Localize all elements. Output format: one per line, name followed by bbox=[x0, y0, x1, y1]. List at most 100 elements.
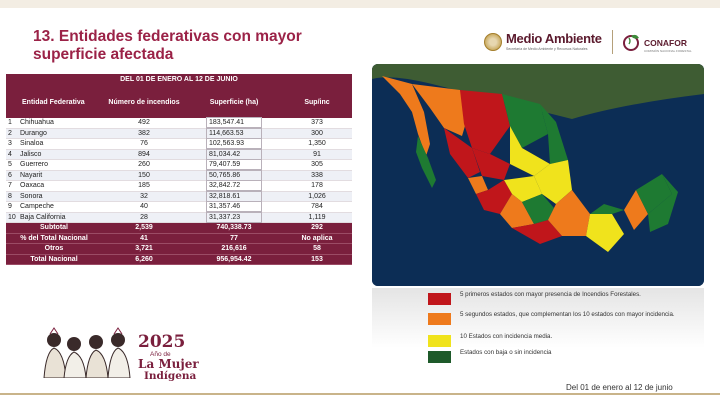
row-ratio: 1,026 bbox=[308, 192, 326, 200]
row-state: Sinaloa bbox=[20, 140, 44, 148]
map-sonora bbox=[412, 84, 468, 136]
legend-swatch bbox=[428, 351, 451, 363]
map-quintana-roo bbox=[648, 174, 678, 232]
row-area: 81,034.42 bbox=[206, 148, 262, 160]
map-baja-california-norte bbox=[382, 76, 430, 156]
row-rank: 6 bbox=[8, 171, 12, 179]
summary-label: Otros bbox=[44, 245, 64, 253]
row-fires: 76 bbox=[140, 140, 148, 148]
year-of-indigenous-woman-logo: 2025 Año de La Mujer Indígena bbox=[40, 324, 200, 384]
summary-row: Otros 3,721 216,616 58 bbox=[6, 244, 352, 255]
table-header: Entidad Federativa Número de incendios S… bbox=[6, 86, 352, 118]
row-ratio: 1,350 bbox=[308, 140, 326, 148]
map-coahuila bbox=[502, 94, 548, 148]
legend-item: 5 primeros estados con mayor presencia d… bbox=[428, 291, 708, 313]
legend-text: 5 segundos estados, que complementan los… bbox=[460, 311, 675, 318]
map-guerrero bbox=[512, 220, 562, 244]
summary-label: Subtotal bbox=[40, 224, 68, 232]
row-rank: 8 bbox=[8, 192, 12, 200]
conafor-subtitle: COMISIÓN NACIONAL FORESTAL bbox=[644, 49, 692, 53]
table-row: 10 Baja California 28 31,337.23 1,119 bbox=[6, 211, 352, 223]
row-fires: 40 bbox=[140, 203, 148, 211]
row-area: 183,547.41 bbox=[206, 117, 262, 129]
summary-ratio: 58 bbox=[313, 245, 321, 253]
footer-divider bbox=[0, 393, 720, 395]
legend-item: 5 segundos estados, que complementan los… bbox=[428, 311, 708, 333]
row-state: Campeche bbox=[20, 203, 54, 211]
top-band bbox=[0, 0, 720, 8]
table-summary: Subtotal 2,539 740,338.73 292% del Total Na… bbox=[6, 223, 352, 265]
row-rank: 3 bbox=[8, 140, 12, 148]
map-tabasco bbox=[590, 204, 624, 214]
table-row: 2 Durango 382 114,663.53 300 bbox=[6, 127, 352, 139]
map-oaxaca-puebla bbox=[548, 190, 590, 236]
row-fires: 28 bbox=[140, 213, 148, 221]
summary-fires: 6,260 bbox=[135, 255, 153, 263]
page-title: 13. Entidades federativas con mayor supe… bbox=[33, 28, 302, 63]
logo-mujer: La Mujer bbox=[138, 357, 199, 371]
row-state: Guerrero bbox=[20, 161, 49, 169]
mexico-map bbox=[372, 64, 704, 286]
row-rank: 7 bbox=[8, 182, 12, 190]
map-campeche bbox=[624, 190, 648, 230]
summary-row: Subtotal 2,539 740,338.73 292 bbox=[6, 223, 352, 234]
map-chiapas bbox=[586, 214, 624, 252]
table-date-range: DEL 01 DE ENERO AL 12 DE JUNIO bbox=[6, 74, 352, 86]
row-ratio: 178 bbox=[311, 182, 323, 190]
header-fires: Número de incendios bbox=[108, 98, 180, 106]
table-row: 6 Nayarit 150 50,765.86 338 bbox=[6, 169, 352, 181]
summary-row: Total Nacional 6,260 956,954.42 153 bbox=[6, 254, 352, 265]
legend-swatch bbox=[428, 313, 451, 325]
row-ratio: 1,119 bbox=[308, 213, 326, 221]
table-row: 1 Chihuahua 492 183,547.41 373 bbox=[6, 117, 352, 129]
legend-text: 5 primeros estados con mayor presencia d… bbox=[460, 291, 641, 298]
government-seal-icon bbox=[484, 33, 502, 51]
row-area: 32,818.61 bbox=[206, 190, 262, 202]
row-state: Jalisco bbox=[20, 150, 42, 158]
row-rank: 10 bbox=[8, 213, 16, 221]
conafor-logo-text: CONAFOR bbox=[644, 38, 687, 48]
summary-area: 216,616 bbox=[221, 245, 247, 253]
row-rank: 9 bbox=[8, 203, 12, 211]
map-reflection bbox=[372, 288, 704, 348]
row-area: 79,407.59 bbox=[206, 159, 262, 171]
map-nuevo-leon-tamaulipas bbox=[540, 104, 568, 164]
row-rank: 2 bbox=[8, 129, 12, 137]
header-logos: Medio Ambiente Secretaría de Medio Ambie… bbox=[484, 30, 704, 58]
summary-fires: 41 bbox=[140, 234, 148, 242]
row-ratio: 373 bbox=[311, 119, 323, 127]
fires-table: DEL 01 DE ENERO AL 12 DE JUNIO Entidad F… bbox=[6, 74, 352, 265]
table-row: 4 Jalisco 894 81,034.42 91 bbox=[6, 148, 352, 160]
medio-ambiente-logo-text: Medio Ambiente bbox=[506, 31, 602, 46]
map-durango bbox=[472, 148, 510, 180]
map-veracruz-hidalgo bbox=[534, 160, 572, 204]
row-fires: 150 bbox=[138, 171, 150, 179]
row-ratio: 91 bbox=[313, 150, 321, 158]
row-rank: 1 bbox=[8, 119, 12, 127]
summary-label: Total Nacional bbox=[30, 255, 78, 263]
row-area: 31,357.46 bbox=[206, 201, 262, 213]
map-jalisco bbox=[476, 180, 512, 214]
map-nayarit bbox=[468, 176, 488, 194]
header-area: Superficie (ha) bbox=[209, 98, 259, 106]
table-row: 3 Sinaloa 76 102,563.93 1,350 bbox=[6, 138, 352, 150]
row-state: Oaxaca bbox=[20, 182, 45, 190]
logo-year: 2025 bbox=[138, 332, 186, 352]
map-mexico-morelos bbox=[522, 194, 554, 224]
row-area: 50,765.86 bbox=[206, 169, 262, 181]
row-state: Durango bbox=[20, 129, 47, 137]
table-row: 9 Campeche 40 31,357.46 784 bbox=[6, 201, 352, 213]
summary-area: 740,338.73 bbox=[216, 224, 252, 232]
summary-area: 956,954.42 bbox=[216, 255, 252, 263]
map-michoacan bbox=[500, 194, 534, 228]
legend-swatch bbox=[428, 335, 451, 347]
row-state: Nayarit bbox=[20, 171, 43, 179]
row-area: 32,842.72 bbox=[206, 180, 262, 192]
table-row: 8 Sonora 32 32,818.61 1,026 bbox=[6, 190, 352, 202]
legend-item: Estados con baja o sin incidencia bbox=[428, 349, 708, 371]
row-fires: 260 bbox=[138, 161, 150, 169]
map-sinaloa bbox=[444, 128, 480, 178]
row-ratio: 784 bbox=[311, 203, 323, 211]
table-row: 5 Guerrero 260 79,407.59 305 bbox=[6, 159, 352, 171]
logo-divider bbox=[612, 30, 613, 54]
